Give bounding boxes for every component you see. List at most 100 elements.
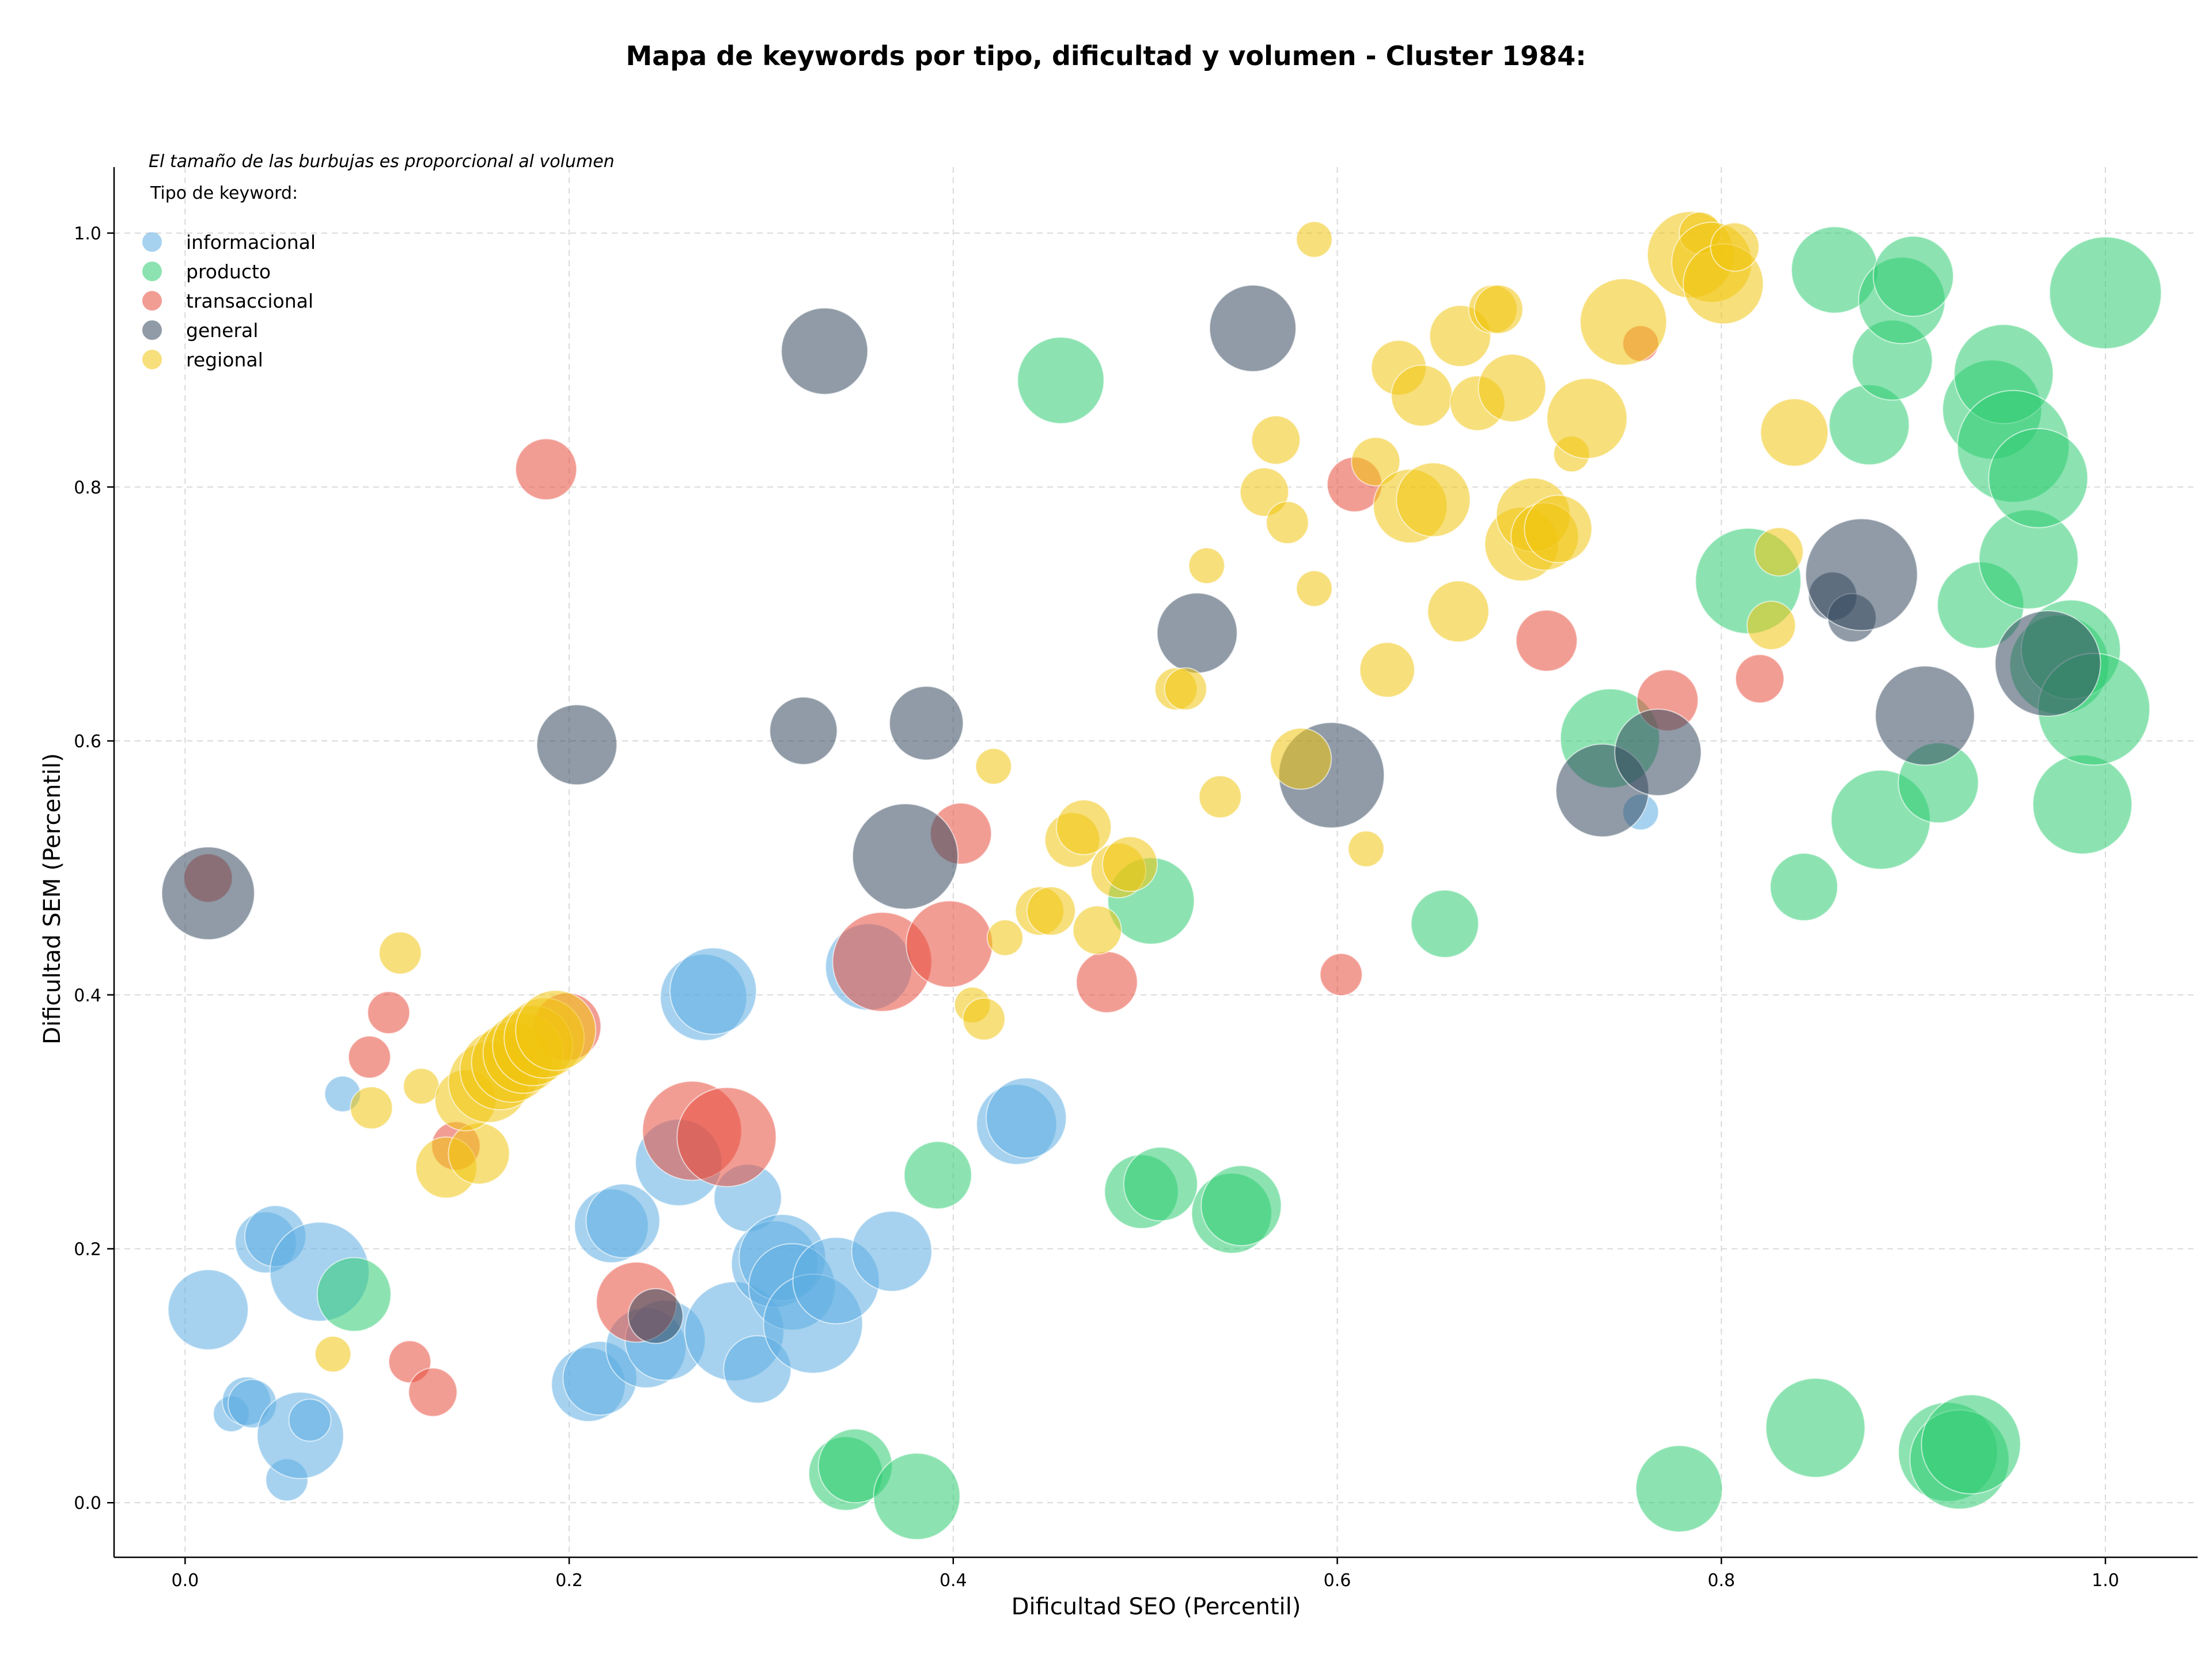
bubble-producto [1921,1394,2021,1494]
bubble-producto [1635,1445,1723,1533]
bubble-regional [1296,221,1333,258]
bubble-regional [315,1335,351,1373]
bubble-regional [1478,353,1547,422]
bubble-transaccional [1515,610,1578,672]
bubble-regional [1251,415,1301,465]
bubble-regional [515,990,597,1071]
bubble-general [161,846,255,940]
bubble-regional [448,1122,510,1185]
bubble-general [781,307,869,395]
bubbles [161,211,2162,1541]
x-tick-label: 0.8 [1707,1571,1735,1591]
bubble-regional [975,748,1012,785]
bubble-regional [1580,278,1668,366]
bubble-informacional [288,1398,332,1442]
bubble-producto [903,1141,972,1210]
bubble-regional [1270,727,1332,790]
bubble-transaccional [515,438,578,501]
bubble-regional [1347,830,1385,868]
bubble-regional [1546,377,1628,459]
y-tick-label: 1.0 [74,224,101,244]
chart-title: Mapa de keywords por tipo, dificultad y … [626,40,1586,71]
bubble-producto [2049,236,2162,350]
bubble-regional [1524,494,1593,563]
legend-marker-informacional [142,232,162,252]
bubble-regional [1359,642,1415,698]
y-tick-label: 0.6 [74,732,101,752]
bubble-informacional [669,947,757,1035]
legend-marker-general [142,320,162,340]
bubble-producto [873,1452,961,1541]
y-tick-label: 0.4 [74,986,101,1006]
bubble-transaccional [906,900,994,988]
tick-labels: 0.0 0.2 0.4 0.6 0.8 1.0 0.0 0.2 0.4 0.6 0.8 1.0 [74,224,2119,1591]
legend-title: Tipo de keyword: [150,183,298,203]
series-informacional [167,793,1660,1502]
bubble-regional [1296,570,1333,607]
bubble-informacional [167,1269,249,1350]
x-tick-label: 0.0 [171,1571,199,1591]
bubble-producto [2032,754,2133,855]
bubble-producto [1988,427,2089,528]
bubble-regional [350,1086,393,1130]
legend-label-regional: regional [186,349,263,371]
legend-label-general: general [186,319,258,342]
bubble-producto [1765,1378,1866,1478]
bubble-transaccional [367,991,411,1035]
bubble-regional [1427,580,1490,643]
bubble-regional [986,919,1024,956]
x-axis-label: Dificultad SEO (Percentil) [1012,1594,1301,1620]
axes [107,167,2198,1564]
series-regional [315,211,1829,1373]
legend: informacional producto transaccional genera… [142,231,316,371]
bubble-regional [1351,437,1401,487]
bubble-regional [1056,799,1112,856]
bubble-general [1614,708,1702,796]
bubble-informacional [986,1077,1067,1159]
legend-label-informacional: informacional [186,231,316,253]
legend-marker-producto [142,262,162,281]
bubble-transaccional [408,1367,458,1417]
bubble-general [769,696,838,765]
y-tick-label: 0.8 [74,478,101,498]
bubble-regional [1266,501,1309,544]
bubble-regional [1102,836,1158,892]
bubble-regional [1164,667,1207,711]
legend-label-transaccional: transaccional [186,290,313,312]
bubble-transaccional [1734,654,1785,704]
bubble-regional [378,931,422,975]
bubble-regional [962,997,1006,1041]
bubble-producto [1770,853,1839,921]
bubble-regional [1391,364,1453,427]
bubble-general [889,686,964,761]
bubble-informacional [585,1183,661,1258]
bubble-general [1209,284,1297,372]
bubble-regional [1396,462,1471,538]
bubble-producto [1200,1165,1282,1247]
x-tick-label: 0.4 [940,1571,967,1591]
bubble-general [627,1288,684,1344]
bubble-transaccional [347,1035,391,1079]
size-note: El tamaño de las burbujas es proporciona… [149,152,615,172]
bubble-regional [1474,284,1524,334]
bubble-general [852,803,959,910]
bubble-general [1805,518,1918,631]
legend-marker-regional [142,350,162,369]
bubble-transaccional [1075,951,1138,1013]
bubble-general [1874,665,1975,766]
bubble-general [1994,610,2101,717]
bubble-transaccional [676,1087,777,1187]
bubble-regional [1746,600,1796,650]
bubble-regional [403,1068,440,1105]
y-tick-label: 0.0 [74,1493,101,1514]
bubble-regional [1198,775,1242,819]
bubble-informacional [851,1210,933,1292]
y-tick-label: 0.2 [74,1240,101,1260]
x-tick-label: 1.0 [2092,1571,2119,1591]
bubble-general [536,704,618,786]
y-axis-label: Dificultad SEM (Percentil) [39,753,66,1045]
bubble-regional [1026,886,1076,936]
legend-marker-transaccional [142,291,162,311]
bubble-producto [1873,236,1955,317]
